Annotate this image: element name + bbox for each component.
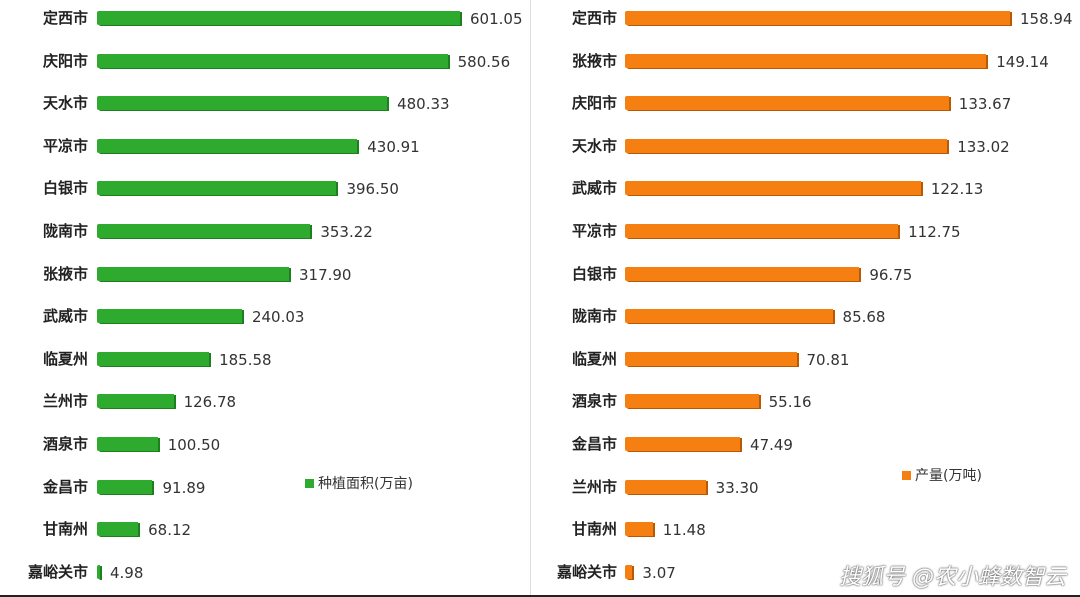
- data-label: 47.49: [750, 436, 793, 454]
- category-label: 天水市: [571, 136, 617, 155]
- data-label: 240.03: [251, 308, 305, 327]
- data-label: 133.67: [958, 95, 1012, 114]
- data-label: 55.16: [768, 393, 812, 412]
- category-label: 陇南市: [42, 222, 88, 240]
- category-label: 临夏州: [42, 349, 88, 368]
- bar: [97, 138, 358, 153]
- category-label: 天水市: [42, 94, 88, 113]
- bar: [97, 11, 460, 25]
- data-label: 96.75: [869, 265, 913, 284]
- category-label: 平凉市: [571, 222, 617, 240]
- bar: [625, 11, 1010, 25]
- chart-divider: [530, 0, 531, 595]
- category-label: 庆阳市: [42, 51, 88, 70]
- category-label: 武威市: [42, 307, 88, 326]
- category-label: 酒泉市: [42, 435, 88, 453]
- bar: [625, 138, 948, 153]
- category-label: 庆阳市: [571, 94, 617, 113]
- category-label: 张掖市: [42, 264, 88, 283]
- category-label: 白银市: [571, 264, 617, 283]
- data-label: 480.33: [397, 95, 450, 114]
- bar: [97, 309, 242, 324]
- legend: 种植面积(万亩): [305, 473, 413, 493]
- production-chart: 定西市 158.94 张掖市 149.14 庆阳市 133.67 天水市 133.02 武威市 1…: [531, 0, 1080, 595]
- category-label: 嘉峪关市: [27, 562, 88, 581]
- legend: 产量(万吨): [902, 465, 982, 485]
- data-label: 122.13: [930, 180, 984, 199]
- category-label: 兰州市: [571, 477, 617, 496]
- bar: [97, 394, 174, 409]
- legend-swatch: [902, 470, 911, 480]
- bar: [97, 522, 139, 537]
- bar: [97, 479, 153, 494]
- data-label: 112.75: [908, 223, 961, 241]
- category-label: 嘉峪关市: [556, 562, 617, 581]
- data-label: 100.50: [167, 436, 221, 454]
- data-label: 3.07: [642, 563, 676, 582]
- planting-area-chart: 定西市 601.05 庆阳市 580.56 天水市 480.33 平凉市 430.91 白银市 3…: [0, 0, 530, 595]
- category-label: 定西市: [571, 9, 617, 27]
- data-label: 317.90: [298, 265, 352, 284]
- category-label: 平凉市: [42, 136, 88, 155]
- category-label: 甘南州: [42, 520, 88, 539]
- watermark-text: 搜狐号 @农小蜂数智云: [839, 565, 1066, 590]
- legend-swatch: [305, 478, 314, 488]
- category-label: 酒泉市: [571, 392, 617, 411]
- bar: [625, 53, 987, 68]
- category-label: 张掖市: [571, 51, 617, 70]
- category-label: 金昌市: [42, 477, 88, 496]
- bar: [625, 437, 741, 451]
- category-label: 金昌市: [571, 435, 617, 453]
- data-label: 430.91: [367, 137, 420, 156]
- data-label: 11.48: [662, 521, 706, 540]
- data-label: 580.56: [457, 52, 511, 71]
- data-label: 158.94: [1020, 10, 1073, 28]
- category-label: 兰州市: [42, 392, 88, 411]
- bar: [625, 564, 633, 579]
- data-label: 149.14: [996, 52, 1049, 71]
- legend-label: 种植面积(万亩): [318, 476, 413, 492]
- bar: [625, 96, 949, 111]
- bar: [97, 351, 210, 366]
- bar: [625, 479, 706, 494]
- bar: [97, 96, 388, 111]
- bar: [625, 351, 797, 366]
- bar: [625, 309, 833, 324]
- bar: [97, 181, 337, 196]
- data-label: 133.02: [957, 137, 1010, 156]
- data-label: 601.05: [470, 10, 523, 28]
- data-label: 396.50: [346, 180, 399, 199]
- category-label: 陇南市: [571, 307, 617, 326]
- data-label: 4.98: [110, 563, 144, 582]
- bar: [625, 266, 860, 281]
- bar: [97, 437, 158, 451]
- bar: [97, 564, 100, 579]
- bar: [625, 181, 921, 196]
- bar: [97, 53, 448, 68]
- category-label: 定西市: [42, 9, 88, 27]
- bottom-border: [0, 595, 1080, 597]
- bar: [625, 224, 899, 238]
- category-label: 甘南州: [571, 520, 617, 539]
- data-label: 126.78: [183, 393, 237, 412]
- category-label: 白银市: [42, 179, 88, 198]
- data-label: 68.12: [148, 521, 192, 540]
- data-label: 185.58: [219, 350, 272, 369]
- data-label: 91.89: [162, 478, 206, 497]
- category-label: 武威市: [571, 179, 617, 198]
- bar: [625, 522, 653, 537]
- data-label: 70.81: [806, 350, 850, 369]
- data-label: 85.68: [842, 308, 886, 327]
- data-label: 353.22: [320, 223, 373, 241]
- bar: [625, 394, 759, 409]
- bar: [97, 224, 311, 238]
- category-label: 临夏州: [571, 349, 617, 368]
- legend-label: 产量(万吨): [915, 468, 982, 484]
- bar: [97, 266, 289, 281]
- data-label: 33.30: [715, 478, 759, 497]
